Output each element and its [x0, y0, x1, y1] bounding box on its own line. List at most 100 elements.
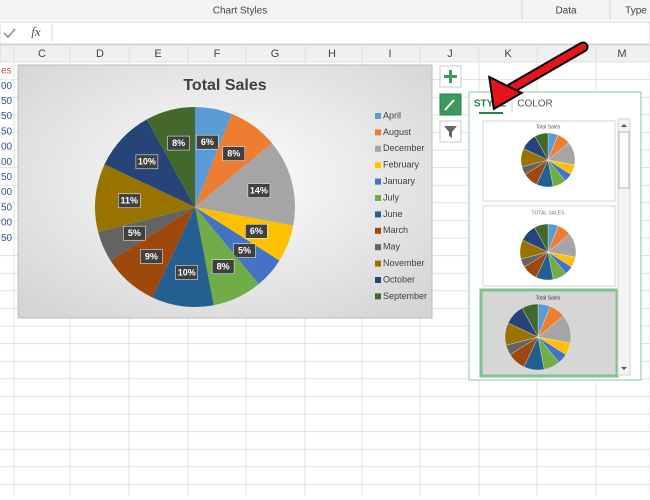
legend-swatch: [375, 113, 381, 119]
thumbnail-title: TOTAL SALES: [532, 210, 566, 216]
pie-slice: [98, 207, 195, 261]
cell-fragment: 50: [1, 202, 13, 213]
data-label: 14%: [250, 185, 268, 195]
column-header: J: [447, 48, 453, 60]
tab-color[interactable]: COLOR: [517, 99, 553, 110]
arrow-shaft: [501, 43, 587, 96]
legend-swatch: [375, 162, 381, 169]
pie-slice: [95, 164, 195, 232]
column-header: G: [271, 48, 280, 60]
pie-slice: [195, 207, 259, 306]
pie-slice: [146, 107, 195, 207]
data-label: 8%: [227, 148, 240, 158]
legend-swatch: [375, 227, 381, 234]
cell-fragment: 50: [1, 126, 13, 137]
legend-label: April: [383, 110, 401, 120]
scroll-thumb[interactable]: [618, 131, 630, 189]
data-label: 8%: [172, 138, 185, 148]
column-header: E: [154, 48, 161, 60]
data-label-box: [196, 134, 219, 150]
legend-label: July: [383, 192, 400, 202]
legend-swatch: [375, 195, 381, 201]
cell-fragment: 00: [1, 142, 13, 153]
cell-fragment: 00: [1, 157, 13, 168]
column-header: F: [214, 48, 221, 60]
cell-fragment: 50: [1, 111, 13, 122]
legend-label: October: [383, 274, 415, 284]
filter-icon: [444, 126, 457, 138]
legend-swatch: [375, 244, 381, 251]
fx-icon[interactable]: fx: [31, 24, 41, 39]
legend-label: March: [383, 225, 408, 235]
data-label-box: [140, 249, 163, 264]
cell-fragment: 00: [1, 218, 13, 229]
column-header: H: [328, 48, 336, 60]
thumb-slice: [534, 223, 549, 253]
column-header: D: [96, 48, 104, 60]
data-label-box: [118, 193, 141, 209]
pie-slice: [195, 107, 232, 207]
data-label-box: [233, 243, 256, 258]
cell-fragment: 50: [1, 172, 13, 183]
legend-label: May: [383, 242, 401, 252]
data-label-box: [245, 224, 268, 239]
brush-icon: [444, 99, 455, 111]
pie-slice: [152, 207, 214, 307]
cell-fragment: 50: [1, 233, 13, 244]
data-label-box: [222, 146, 246, 161]
tab-style[interactable]: STYLE: [474, 99, 507, 110]
thumbnail-title: Total Sales: [536, 295, 561, 301]
legend-swatch: [375, 260, 381, 267]
thumbnail-pies: [504, 132, 577, 371]
legend-label: June: [383, 209, 403, 219]
pie-slice: [195, 143, 295, 226]
data-label: 10%: [138, 157, 156, 167]
legend-swatch: [375, 145, 381, 152]
data-label-box: [175, 265, 198, 280]
data-label: 6%: [250, 226, 263, 236]
data-label-box: [123, 225, 146, 241]
legend-label: November: [383, 258, 425, 268]
legend-label: September: [383, 291, 427, 301]
ribbon: [0, 0, 650, 20]
column-header: I: [388, 48, 391, 60]
legend-swatch: [375, 178, 381, 185]
legend-swatch: [375, 293, 381, 300]
legend-label: February: [383, 160, 420, 170]
enter-icon[interactable]: [3, 28, 16, 39]
legend-swatch: [375, 129, 381, 136]
plus-icon: [444, 70, 457, 83]
ribbon-group: Type: [625, 6, 647, 17]
pie: 6% 8% 14% 6% 5% 8% 10% 9% 5% 11% 10% 8%: [95, 107, 295, 307]
thumbnail-title: Total Sales: [536, 124, 561, 130]
cell-fragment: es: [1, 66, 12, 77]
ribbon-group: Chart Styles: [213, 6, 267, 17]
column-header: K: [504, 48, 512, 60]
column-header: M: [617, 48, 626, 60]
data-label: 5%: [238, 246, 251, 256]
data-label: 10%: [178, 267, 196, 277]
legend-label: August: [383, 127, 412, 137]
legend-swatch: [375, 211, 381, 218]
ribbon-group: Data: [555, 6, 577, 17]
cell-fragment: 00: [1, 81, 13, 92]
thumb-slice: [534, 132, 549, 161]
formula-bar[interactable]: [0, 21, 650, 45]
data-label: 6%: [201, 137, 214, 147]
data-label-box: [135, 154, 159, 170]
left-cells: es 00 50 50 50 00 00 50 00 50 00 50: [1, 66, 13, 244]
cell-fragment: 00: [1, 187, 13, 198]
data-label-box: [247, 183, 271, 198]
cell-fragment: 50: [1, 96, 13, 107]
data-label: 11%: [121, 196, 139, 206]
column-header: C: [38, 48, 46, 60]
pie-slice: [195, 207, 294, 261]
data-label-box: [211, 259, 235, 274]
data-label: 9%: [145, 251, 158, 261]
thumb-slice: [521, 303, 539, 338]
legend-label: December: [383, 143, 425, 153]
legend-label: January: [383, 176, 416, 186]
data-label: 5%: [128, 228, 141, 238]
